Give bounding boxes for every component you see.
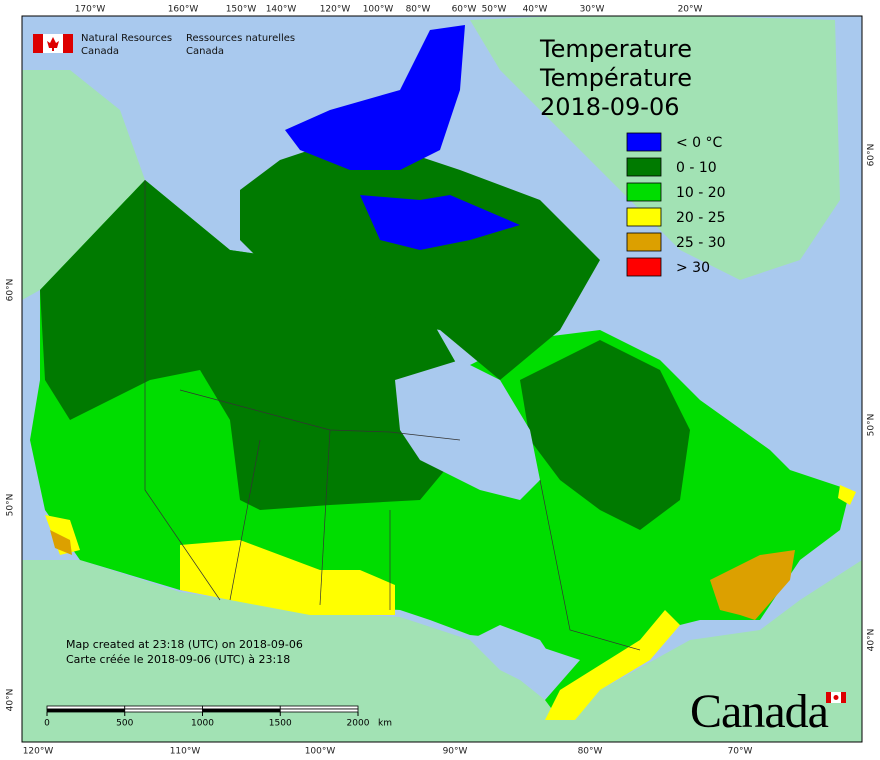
boundary	[319, 429, 331, 606]
scale-segment	[202, 705, 281, 710]
longitude-label: 140°W	[266, 5, 297, 15]
longitude-label: 90°W	[443, 747, 468, 757]
longitude-label: 50°W	[482, 5, 507, 15]
legend-swatch	[626, 182, 662, 202]
legend-swatch	[626, 132, 662, 152]
longitude-label: 120°W	[23, 747, 54, 757]
longitude-label: 160°W	[168, 5, 199, 15]
flag-bar	[63, 34, 73, 53]
longitude-label: 70°W	[728, 747, 753, 757]
longitude-label: 60°W	[452, 5, 477, 15]
latitude-label: 40°N	[867, 629, 877, 652]
longitude-label: 170°W	[75, 5, 106, 15]
longitude-label: 80°W	[578, 747, 603, 757]
longitude-label: 20°W	[678, 5, 703, 15]
region	[240, 140, 600, 380]
boundary	[144, 180, 221, 601]
scale-segment	[124, 705, 203, 710]
region	[545, 610, 680, 720]
longitude-label: 110°W	[170, 747, 201, 757]
maple-leaf	[833, 695, 839, 700]
legend-swatch	[626, 257, 662, 277]
scale-segment	[202, 708, 281, 713]
org-en: Canada	[81, 46, 119, 57]
boundary	[229, 439, 261, 601]
region	[180, 540, 395, 615]
legend-label: 25 - 30	[676, 235, 726, 251]
longitude-label: 40°W	[523, 5, 548, 15]
credit: Carte créée le 2018-09-06 (UTC) à 23:18	[66, 653, 290, 666]
scale-segment	[279, 705, 359, 710]
scale-label: 500	[116, 719, 133, 729]
united-states	[22, 560, 862, 742]
region	[45, 515, 80, 555]
longitude-label: 100°W	[363, 5, 394, 15]
scale-label: 0	[44, 719, 50, 729]
boundaries	[144, 180, 641, 651]
date: 2018-09-06	[540, 93, 679, 121]
longitude-label: 100°W	[305, 747, 336, 757]
wordmark-flag	[826, 692, 846, 703]
scale-unit: km	[378, 719, 392, 729]
flag-bar	[33, 34, 43, 53]
scale-label: 1500	[269, 719, 292, 729]
region	[838, 485, 856, 505]
wordmark: Canada	[690, 685, 829, 738]
legend-label: 0 - 10	[676, 160, 717, 176]
boundary	[539, 479, 641, 651]
region	[520, 340, 690, 530]
latitude-label: 40°N	[6, 689, 16, 712]
maple-leaf	[47, 37, 59, 51]
scale-segment	[279, 708, 359, 713]
scale-segment	[46, 708, 126, 713]
region	[710, 550, 795, 620]
flag-bar	[826, 692, 831, 703]
map-frame	[21, 15, 863, 743]
latitude-label: 60°N	[6, 279, 16, 302]
longitude-label: 150°W	[226, 5, 257, 15]
scale-label: 1000	[191, 719, 214, 729]
hudson-bay	[395, 360, 540, 500]
great-lakes	[470, 625, 560, 690]
region	[285, 25, 465, 170]
scale-segment	[46, 705, 126, 710]
longitude-label: 80°W	[406, 5, 431, 15]
legend-swatch	[626, 232, 662, 252]
legend-label: 20 - 25	[676, 210, 726, 226]
credit: Map created at 23:18 (UTC) on 2018-09-06	[66, 638, 303, 651]
alaska	[22, 70, 145, 300]
boundary	[179, 389, 461, 441]
flag-logo	[33, 34, 73, 53]
region	[360, 195, 520, 250]
scale-segment	[124, 708, 203, 713]
latitude-label: 50°N	[867, 414, 877, 437]
latitude-label: 60°N	[867, 144, 877, 167]
dynamic-layer: < 0 °C 0 - 10 10 - 20 20 - 25 25 - 30 > 30 170…	[6, 5, 877, 757]
title: Temperature	[539, 35, 692, 63]
longitude-label: 120°W	[320, 5, 351, 15]
latitude-label: 50°N	[6, 494, 16, 517]
legend-swatch	[626, 207, 662, 227]
longitude-label: 30°W	[580, 5, 605, 15]
legend-label: 10 - 20	[676, 185, 726, 201]
legend-swatch	[626, 157, 662, 177]
legend-label: > 30	[676, 260, 710, 276]
org-en: Natural Resources	[81, 33, 172, 44]
flag-bar	[841, 692, 846, 703]
region	[50, 530, 72, 555]
org-fr: Canada	[186, 46, 224, 57]
title: Température	[539, 64, 692, 92]
legend-label: < 0 °C	[676, 135, 723, 151]
org-fr: Ressources naturelles	[186, 33, 295, 44]
scale-label: 2000	[347, 719, 370, 729]
